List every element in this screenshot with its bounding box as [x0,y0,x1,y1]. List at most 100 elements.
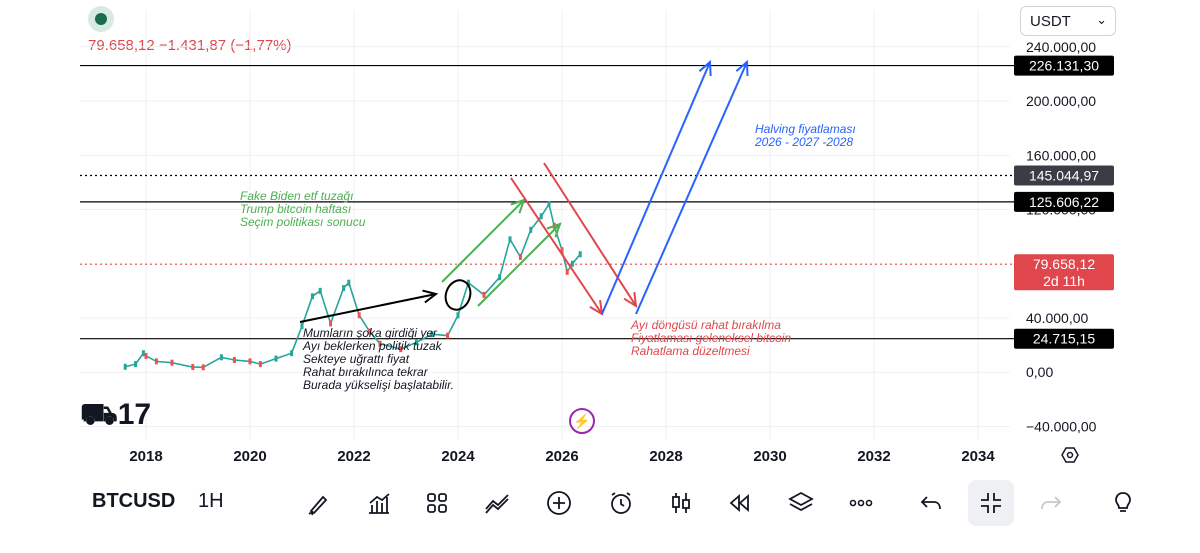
price-tag-label: 226.131,30 [1029,58,1099,74]
price-candle [414,339,418,346]
halving-arrow [635,61,748,315]
price-candle [201,364,205,371]
price-candle [290,350,294,357]
price-candle [446,332,450,339]
black-arrow [299,293,437,323]
chart-annotation-line: Fiyatlaması geleneksel bitcoin [631,331,791,345]
price-tag-label: 125.606,22 [1029,194,1099,210]
candles-icon [672,493,690,513]
x-tick-label: 2034 [961,448,995,465]
price-candle [508,236,512,243]
price-tag-box [1014,165,1114,186]
chart-annotation-line: Rahat bırakılınca tekrar [303,365,429,379]
symbol-label[interactable]: BTCUSD [92,490,176,512]
more-button[interactable] [838,480,884,526]
indicators-button[interactable] [356,480,402,526]
price-tag-box [1014,254,1114,291]
price-candle [144,352,148,359]
x-tick-label: 2028 [649,448,682,465]
undo-icon [920,496,941,510]
green-channel-arrow [441,199,525,283]
price-candle [342,285,346,292]
chart-annotation-line: Fake Biden etf tuzağı [240,189,353,203]
chart-annotation-line: Burada yükselişi başlatabilir. [303,378,454,392]
lightbulb-icon [1115,492,1131,512]
red-channel-arrow [510,177,603,315]
layers-button[interactable] [778,480,824,526]
tradingview-logo-icon: ⛟17 [80,398,151,431]
chart-annotation-line: Halving fiyatlaması [755,122,856,136]
price-tag-countdown: 2d 11h [1043,273,1085,289]
add-button[interactable] [536,480,582,526]
undo-button[interactable] [908,480,954,526]
price-candle [368,328,372,335]
collapse-button[interactable] [968,480,1014,526]
price-candle [141,350,145,357]
y-tick-label: −40.000,00 [1026,418,1097,434]
layout-grid-icon [427,493,447,513]
replay-icon [729,494,749,512]
more-icon [849,499,873,507]
chart-annotation-line: Trump bitcoin haftası [240,202,351,216]
symbol-logo[interactable] [88,6,114,32]
y-tick-label: 40.000,00 [1026,310,1088,326]
currency-select[interactable]: USDT ⌄ [1020,6,1116,36]
chart-annotation-line: 2026 - 2027 -2028 [754,135,853,149]
price-candle [578,251,582,258]
halving-arrow [601,61,711,315]
price-candle [123,363,127,370]
y-tick-label: 0,00 [1026,364,1053,380]
alert-clock-button[interactable] [598,480,644,526]
currency-label: USDT [1030,13,1071,30]
y-tick-label: 200.000,00 [1026,93,1096,109]
settings-hex-dot-icon [1066,451,1074,459]
redo-button[interactable] [1028,480,1074,526]
price-candle [399,346,403,353]
price-candle [498,274,502,281]
price-candle [248,358,252,365]
compare-button[interactable] [474,480,520,526]
settings-hex-icon [1061,447,1079,463]
chart-annotation-line: Sekteye uğrattı fiyat [303,352,410,366]
halving-arrow-head [735,59,749,77]
bottom-toolbar: BTCUSD 1H [0,470,1200,553]
price-candle [300,323,304,330]
interval-label[interactable]: 1H [198,490,224,512]
price-candle [329,320,333,327]
candles-button[interactable] [658,480,704,526]
chevron-down-icon: ⌄ [1096,12,1107,27]
price-candle [565,268,569,275]
x-tick-label: 2020 [233,448,266,465]
chart-annotation-line: Ayı döngüsü rahat bırakılma [630,318,781,332]
chart-svg[interactable]: −40.000,000,0040.000,00120.000,00160.000… [0,0,1200,470]
layout-grid-button[interactable] [414,480,460,526]
green-channel-arrow-head [546,222,562,238]
replay-button[interactable] [716,480,762,526]
green-channel-arrow-head [510,198,526,214]
price-candle [529,226,533,233]
price-candle [258,361,262,368]
x-tick-label: 2022 [337,448,370,465]
price-tag-box [1014,191,1114,212]
compare-icon [485,494,509,514]
price-candle [357,312,361,319]
flash-glyph-icon: ⚡ [573,413,590,430]
x-tick-label: 2032 [857,448,890,465]
lightbulb-button[interactable] [1100,480,1146,526]
indicators-icon [369,493,390,514]
red-channel-arrow [543,162,637,307]
green-channel-arrow [477,223,561,307]
y-tick-label: 160.000,00 [1026,147,1096,163]
price-candle [274,355,278,362]
highlight-circle [444,279,472,311]
price-candle [456,312,460,319]
price-candle [134,361,138,368]
red-channel-arrow-head [623,291,638,308]
brush-icon [308,495,328,516]
price-tag-label: 79.658,12 [1033,256,1095,272]
red-channel-arrow-head [589,299,604,316]
brush-button[interactable] [296,480,342,526]
collapse-icon [981,493,1001,513]
price-candle [430,331,434,338]
price-chart[interactable]: −40.000,000,0040.000,00120.000,00160.000… [0,0,1200,470]
